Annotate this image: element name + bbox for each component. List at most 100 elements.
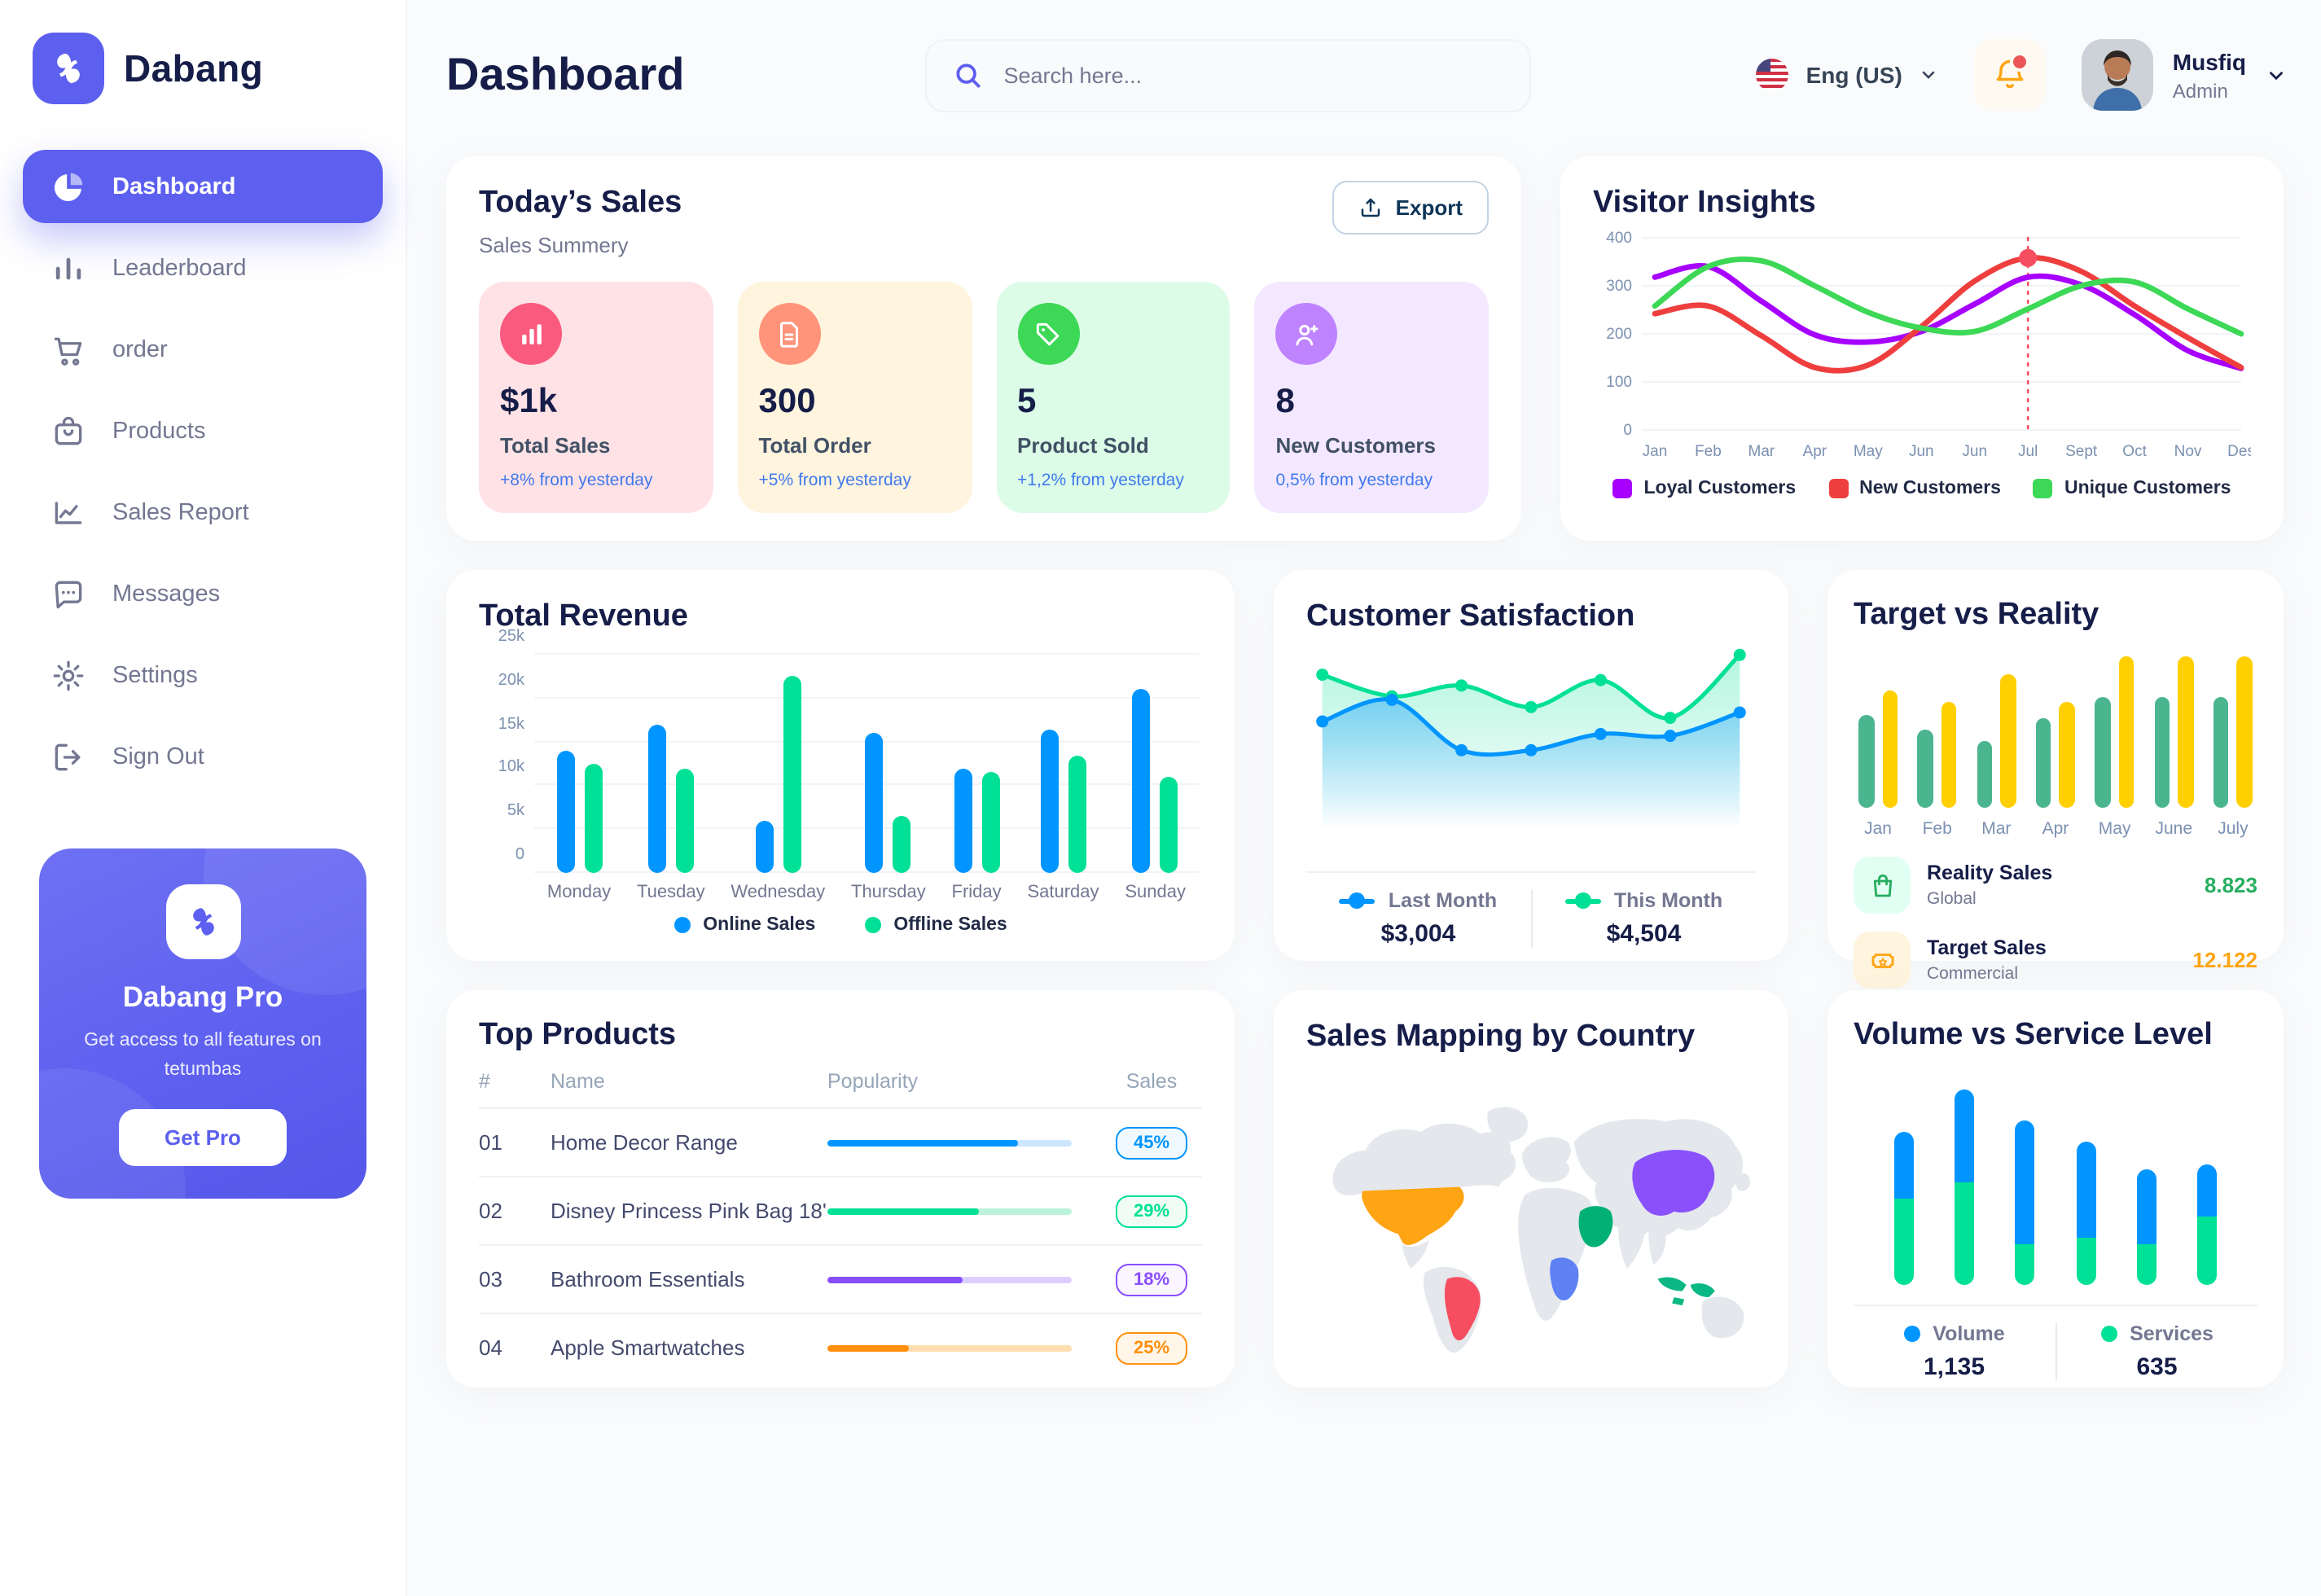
svg-text:Jun: Jun xyxy=(1909,443,1934,460)
column-header: Sales xyxy=(1125,1070,1178,1093)
sidebar-item-messages[interactable]: Messages xyxy=(23,557,383,630)
total-revenue-legend: Online Sales Offline Sales xyxy=(479,915,1202,935)
legend-swatch xyxy=(2033,479,2053,498)
popularity-fill xyxy=(827,1208,979,1214)
legend-value: 1,135 xyxy=(1923,1353,1985,1381)
brand: Dabang xyxy=(23,26,383,111)
stacked-bar-4 xyxy=(2076,1141,2096,1285)
reality-sales-bar xyxy=(2213,697,2229,808)
stacked-bar-3 xyxy=(2015,1120,2035,1285)
offline-sales-bar xyxy=(584,764,603,873)
bar-chart-icon xyxy=(49,249,86,287)
legend-label: Last Month xyxy=(1388,889,1498,912)
top-products-table: # Name Popularity Sales 01 Home Decor Range 45… xyxy=(479,1054,1202,1381)
x-tick-label: Jan xyxy=(1864,819,1892,839)
column-header: Name xyxy=(551,1070,605,1093)
reality-sales-bar xyxy=(2095,697,2111,808)
visitor-insights-chart: 0 100 200 300 400 Jan Feb Mar Apr May Jun Jun Jul Sep… xyxy=(1593,221,2255,477)
sidebar-item-order[interactable]: order xyxy=(23,313,383,386)
product-name: Apple Smartwatches xyxy=(551,1335,745,1360)
bar-pair xyxy=(556,655,603,873)
bar-pair xyxy=(647,655,694,873)
gridline xyxy=(534,871,1199,873)
svg-text:Sept: Sept xyxy=(2065,443,2098,460)
target-sales-bar xyxy=(2178,656,2194,808)
offline-sales-bar xyxy=(893,816,911,873)
stat-card-total-order: 300 Total Order +5% from yesterday xyxy=(737,282,972,513)
bar-pair xyxy=(1858,645,1898,808)
legend-texts: Reality Sales Global xyxy=(1927,862,2052,909)
product-rank: 04 xyxy=(479,1335,502,1360)
notifications-button[interactable] xyxy=(1973,39,2046,111)
legend-label-row: Services xyxy=(2100,1322,2214,1345)
legend-label-row: Last Month xyxy=(1339,889,1498,912)
sidebar-item-sign-out[interactable]: Sign Out xyxy=(23,720,383,793)
volume-service-chart xyxy=(1854,1080,2257,1285)
svg-text:300: 300 xyxy=(1606,278,1632,295)
legend-value: 12.122 xyxy=(2192,948,2257,972)
online-sales-bar xyxy=(556,750,575,873)
user-menu[interactable]: Musfiq Admin xyxy=(2081,39,2287,111)
sidebar-item-sales-report[interactable]: Sales Report xyxy=(23,476,383,549)
legend-item-volume: Volume 1,135 xyxy=(1854,1322,2055,1381)
get-pro-button[interactable]: Get Pro xyxy=(119,1108,287,1166)
sidebar-item-products[interactable]: Products xyxy=(23,394,383,467)
online-sales-bar xyxy=(1040,729,1059,873)
chevron-down-icon xyxy=(2270,71,2283,80)
customer-satisfaction-card: Customer Satisfaction Last Month $3,004 Th… xyxy=(1274,570,1788,961)
brand-logo-icon xyxy=(33,33,104,104)
customer-satisfaction-chart xyxy=(1306,635,1756,858)
target-sales-bar xyxy=(1882,691,1898,808)
legend-sublabel: Commercial xyxy=(1927,964,2019,984)
country-brazil xyxy=(1444,1277,1481,1341)
y-tick-label: 5k xyxy=(507,802,524,821)
bar-pair xyxy=(954,655,1000,873)
line-dot-icon xyxy=(1564,892,1601,909)
language-selector[interactable]: Eng (US) xyxy=(1754,57,1938,93)
stacked-bar-5 xyxy=(2136,1169,2156,1285)
header: Dashboard xyxy=(446,23,2287,127)
product-name: Home Decor Range xyxy=(551,1130,738,1155)
product-rank: 01 xyxy=(479,1130,502,1155)
total-revenue-card: Total Revenue 0 5k 10k 15k 20k 25k Monday Tuesd… xyxy=(446,570,1235,961)
sidebar-item-settings[interactable]: Settings xyxy=(23,638,383,712)
bar-group-mar: Mar xyxy=(1977,645,2016,839)
sidebar-item-leaderboard[interactable]: Leaderboard xyxy=(23,231,383,305)
target-vs-reality-card: Target vs Reality Jan Feb Mar Apr May June Jul… xyxy=(1827,570,2284,989)
popularity-cell xyxy=(827,1276,1101,1282)
offline-sales-bar xyxy=(1160,777,1178,873)
popularity-cell xyxy=(827,1139,1101,1146)
reality-sales-bar xyxy=(2035,717,2051,808)
sales-mapping-card: Sales Mapping by Country xyxy=(1274,990,1788,1388)
sidebar-menu: Dashboard Leaderboard order Products Sales R… xyxy=(23,150,383,793)
reality-sales-bar xyxy=(1977,740,1993,808)
sidebar-item-label: Leaderboard xyxy=(112,255,247,281)
gridline xyxy=(534,696,1199,699)
services-segment xyxy=(2196,1217,2217,1285)
svg-text:Feb: Feb xyxy=(1695,443,1722,460)
stat-delta: +1,2% from yesterday xyxy=(1017,471,1184,490)
top-products-card: Top Products # Name Popularity Sales 01 Home … xyxy=(446,990,1235,1388)
svg-text:Jan: Jan xyxy=(1643,443,1668,460)
bar-pair xyxy=(2035,645,2075,808)
stat-label: Total Sales xyxy=(500,433,611,458)
revenue-bars: Monday Tuesday Wednesday Thursday Friday Satu… xyxy=(534,655,1199,905)
export-button[interactable]: Export xyxy=(1332,181,1489,235)
sidebar-item-dashboard[interactable]: Dashboard xyxy=(23,150,383,223)
x-tick-label: Wednesday xyxy=(731,883,826,902)
bar-group-monday: Monday xyxy=(547,655,611,905)
x-tick-label: Saturday xyxy=(1027,883,1099,902)
sign-out-icon xyxy=(49,738,86,775)
sidebar-item-label: Products xyxy=(112,418,206,444)
new-user-icon xyxy=(1275,303,1338,365)
svg-text:Oct: Oct xyxy=(2122,443,2147,460)
popularity-bar xyxy=(827,1208,1072,1214)
search-input[interactable] xyxy=(1000,61,1504,89)
volume-segment xyxy=(2136,1169,2156,1244)
reality-sales-bar xyxy=(1917,730,1933,808)
sidebar-item-label: order xyxy=(112,336,168,362)
product-name: Disney Princess Pink Bag 18' xyxy=(551,1199,827,1223)
bar-group-jan: Jan xyxy=(1858,645,1898,839)
sales-badge: 18% xyxy=(1115,1263,1188,1296)
